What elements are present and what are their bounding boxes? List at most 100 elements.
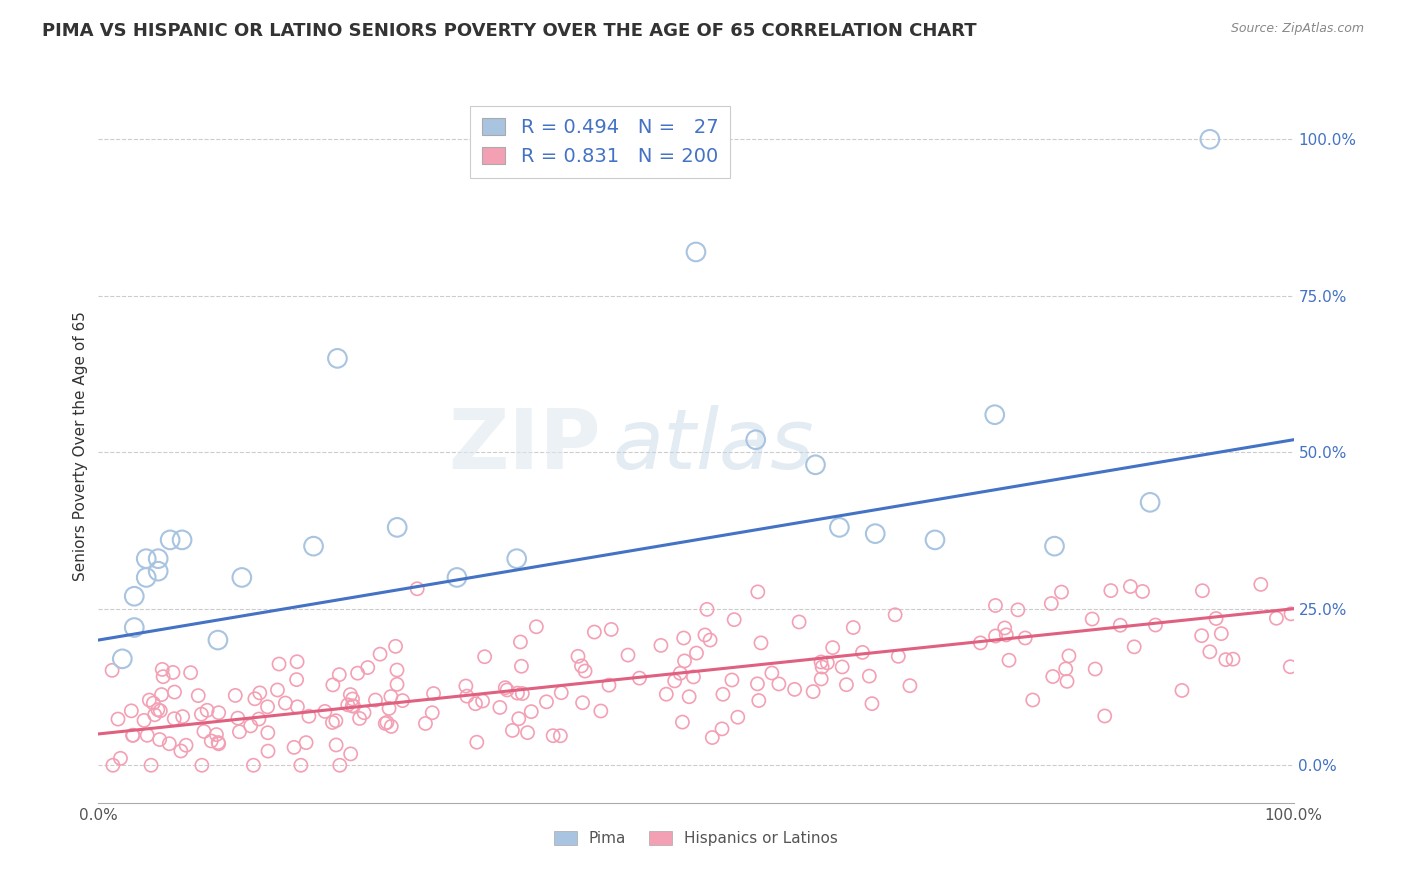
Point [321, 715, 343, 730]
Point [146, 703, 169, 717]
Point [121, 728, 143, 742]
Point [353, 706, 375, 720]
Point [302, 539, 325, 553]
Point [1056, 674, 1078, 689]
Point [589, 704, 612, 718]
Point [501, 723, 523, 738]
Point [135, 570, 157, 584]
Point [1191, 583, 1213, 598]
Point [346, 666, 368, 681]
Point [385, 663, 408, 677]
Point [509, 635, 531, 649]
Point [364, 693, 387, 707]
Point [811, 660, 834, 674]
Point [415, 716, 437, 731]
Point [571, 659, 593, 673]
Point [748, 693, 770, 707]
Point [994, 621, 1017, 635]
Point [172, 709, 194, 723]
Point [828, 520, 851, 534]
Point [745, 433, 768, 447]
Point [322, 678, 344, 692]
Point [702, 731, 724, 745]
Point [150, 662, 173, 676]
Point [256, 699, 278, 714]
Point [190, 707, 212, 722]
Point [339, 688, 361, 702]
Point [257, 744, 280, 758]
Point [150, 688, 173, 702]
Point [101, 663, 124, 677]
Point [1099, 583, 1122, 598]
Point [142, 696, 165, 710]
Point [329, 758, 352, 772]
Point [801, 684, 824, 698]
Point [1279, 659, 1302, 673]
Point [384, 640, 406, 654]
Point [1139, 495, 1161, 509]
Point [682, 670, 704, 684]
Point [406, 582, 429, 596]
Point [1054, 662, 1077, 676]
Point [249, 686, 271, 700]
Point [378, 701, 401, 715]
Point [887, 649, 910, 664]
Point [207, 633, 229, 648]
Point [506, 551, 529, 566]
Point [357, 660, 380, 674]
Point [884, 607, 907, 622]
Point [1057, 648, 1080, 663]
Point [669, 666, 692, 681]
Point [208, 737, 231, 751]
Point [159, 533, 181, 547]
Point [510, 659, 533, 673]
Point [380, 690, 402, 704]
Point [1119, 580, 1142, 594]
Point [287, 699, 309, 714]
Point [342, 692, 364, 706]
Point [1215, 653, 1237, 667]
Point [671, 715, 693, 730]
Point [984, 599, 1007, 613]
Point [157, 737, 180, 751]
Point [163, 712, 186, 726]
Point [149, 732, 172, 747]
Point [139, 758, 162, 772]
Point [984, 408, 1007, 422]
Point [787, 615, 810, 629]
Point [162, 665, 184, 680]
Point [290, 758, 312, 772]
Point [842, 620, 865, 634]
Point [831, 660, 853, 674]
Point [454, 679, 477, 693]
Point [496, 682, 519, 697]
Point [200, 734, 222, 748]
Point [768, 677, 790, 691]
Point [924, 533, 946, 547]
Point [124, 589, 146, 603]
Legend: Pima, Hispanics or Latinos: Pima, Hispanics or Latinos [547, 825, 845, 852]
Point [1007, 603, 1029, 617]
Point [465, 735, 488, 749]
Point [339, 747, 361, 761]
Point [349, 711, 371, 725]
Point [336, 698, 359, 712]
Point [810, 672, 832, 686]
Point [761, 666, 783, 681]
Point [858, 669, 880, 683]
Point [446, 570, 468, 584]
Point [464, 697, 486, 711]
Point [295, 736, 318, 750]
Point [170, 744, 193, 758]
Point [135, 551, 157, 566]
Point [124, 621, 146, 635]
Point [550, 729, 572, 743]
Point [696, 602, 718, 616]
Point [617, 648, 640, 662]
Point [1081, 612, 1104, 626]
Point [995, 628, 1018, 642]
Point [422, 687, 444, 701]
Point [242, 758, 264, 772]
Point [815, 656, 838, 670]
Point [506, 686, 529, 700]
